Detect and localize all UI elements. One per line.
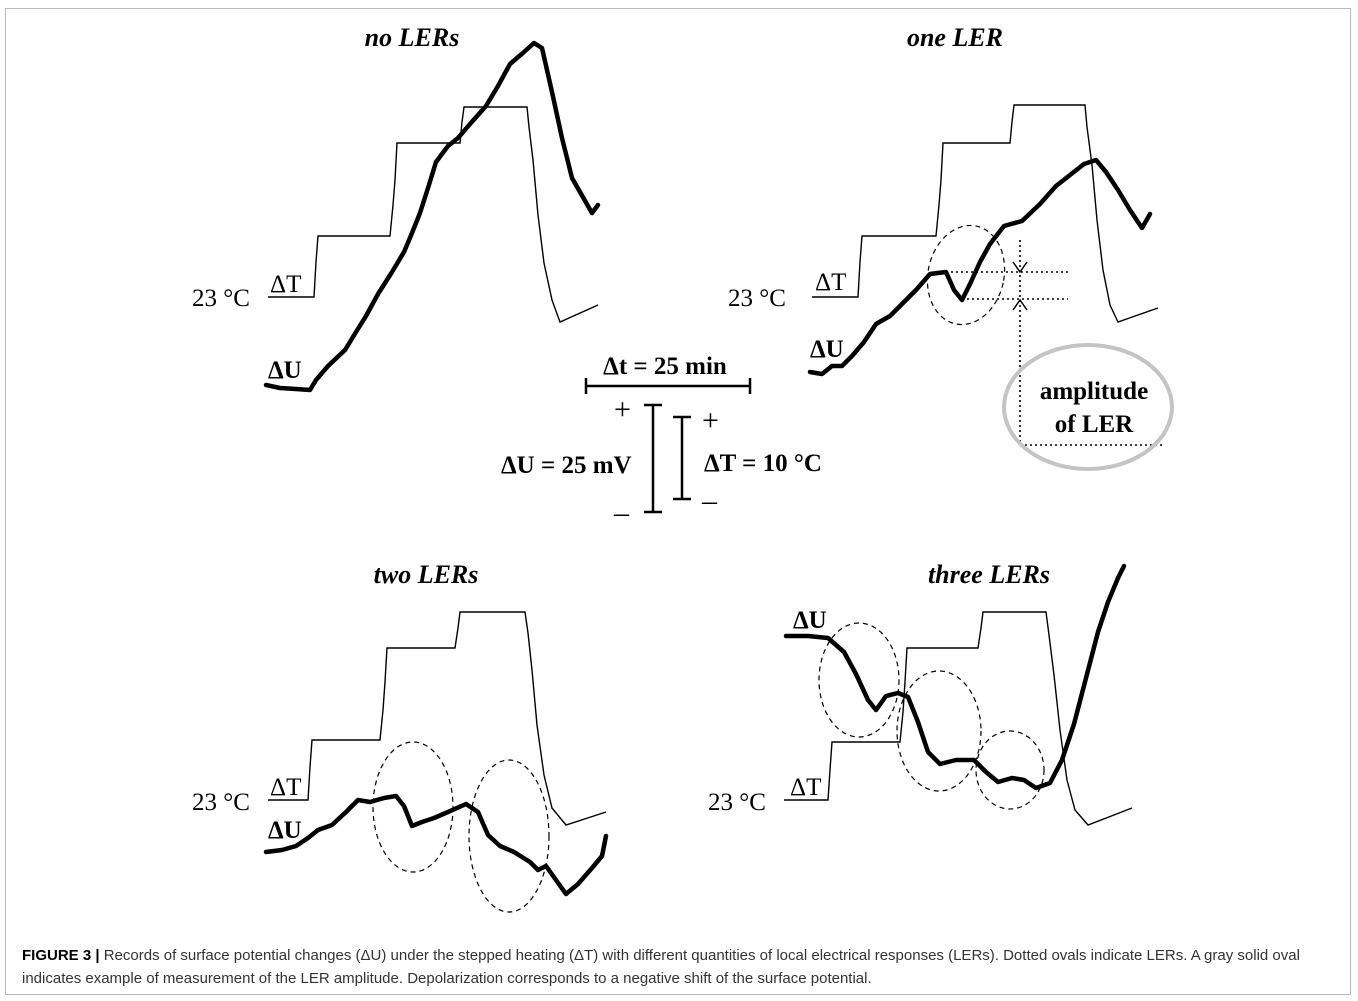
voltage-scale-label: ΔU = 25 mV bbox=[501, 452, 632, 479]
panel-two-lers: two LERs 23 °C ΔT ΔU bbox=[192, 560, 609, 913]
voltage-plus-sign: + bbox=[614, 393, 631, 426]
dt-trace-two-lers bbox=[268, 611, 607, 826]
caption-label: FIGURE 3 | bbox=[22, 947, 100, 964]
ler-oval-three-lers-2 bbox=[896, 670, 982, 792]
du-label-two-lers: ΔU bbox=[268, 817, 302, 844]
figure-frame bbox=[5, 8, 1351, 995]
ler-oval-two-lers-1 bbox=[372, 741, 454, 873]
ler-oval-three-lers-1 bbox=[818, 622, 900, 738]
dt-label-one-ler: ΔT bbox=[815, 269, 846, 296]
amplitude-label-line1: amplitude bbox=[1040, 378, 1148, 405]
du-trace-three-lers bbox=[783, 563, 1127, 791]
voltage-minus-sign: – bbox=[613, 496, 630, 529]
time-scale-label: Δt = 25 min bbox=[603, 353, 727, 380]
amplitude-gray-oval bbox=[1002, 343, 1174, 471]
ler-oval-three-lers-3 bbox=[975, 730, 1045, 810]
panel-title-two-lers: two LERs bbox=[374, 560, 479, 589]
dt-trace-no-lers bbox=[268, 106, 599, 323]
du-trace-one-ler bbox=[807, 157, 1153, 377]
temperature-plus-sign: + bbox=[702, 404, 719, 437]
temperature-minus-sign: – bbox=[701, 484, 718, 517]
du-label-no-lers: ΔU bbox=[268, 357, 302, 384]
panel-title-three-lers: three LERs bbox=[928, 560, 1050, 589]
figure-caption: FIGURE 3 | Records of surface potential … bbox=[22, 944, 1337, 990]
temp-label-three-lers: 23 °C bbox=[708, 789, 766, 816]
temp-label-no-lers: 23 °C bbox=[192, 285, 250, 312]
dt-trace-three-lers bbox=[784, 611, 1133, 826]
panel-one-ler: one LER 23 °C ΔT ΔU amplitude of LER bbox=[728, 23, 1174, 471]
caption-text: Records of surface potential changes (ΔU… bbox=[22, 947, 1300, 987]
scale-bars: Δt = 25 min ΔU = 25 mV + – ΔT = 10 °C + … bbox=[501, 353, 822, 529]
panel-title-no-lers: no LERs bbox=[365, 23, 460, 52]
ler-oval-two-lers-2 bbox=[468, 759, 550, 913]
dt-trace-one-ler bbox=[812, 104, 1159, 323]
panel-title-one-ler: one LER bbox=[907, 23, 1003, 52]
temperature-scale-label: ΔT = 10 °C bbox=[704, 450, 822, 477]
temp-label-two-lers: 23 °C bbox=[192, 789, 250, 816]
amplitude-label-line2: of LER bbox=[1055, 411, 1134, 438]
amplitude-arrow-down bbox=[1012, 261, 1028, 274]
panel-three-lers: three LERs 23 °C ΔT ΔU bbox=[708, 560, 1133, 826]
dt-label-two-lers: ΔT bbox=[270, 774, 301, 801]
figure-graphic: no LERs 23 °C ΔT ΔU one LER 23 °C ΔT ΔU … bbox=[192, 23, 1174, 913]
dt-label-three-lers: ΔT bbox=[790, 774, 821, 801]
du-trace-no-lers bbox=[263, 40, 601, 393]
du-trace-two-lers bbox=[263, 793, 609, 897]
ler-oval-one-ler bbox=[926, 224, 1006, 326]
dt-label-no-lers: ΔT bbox=[270, 271, 301, 298]
panel-no-lers: no LERs 23 °C ΔT ΔU bbox=[192, 23, 601, 393]
du-label-three-lers: ΔU bbox=[793, 607, 827, 634]
temp-label-one-ler: 23 °C bbox=[728, 285, 786, 312]
du-label-one-ler: ΔU bbox=[810, 336, 844, 363]
amplitude-arrow-up bbox=[1012, 298, 1028, 311]
